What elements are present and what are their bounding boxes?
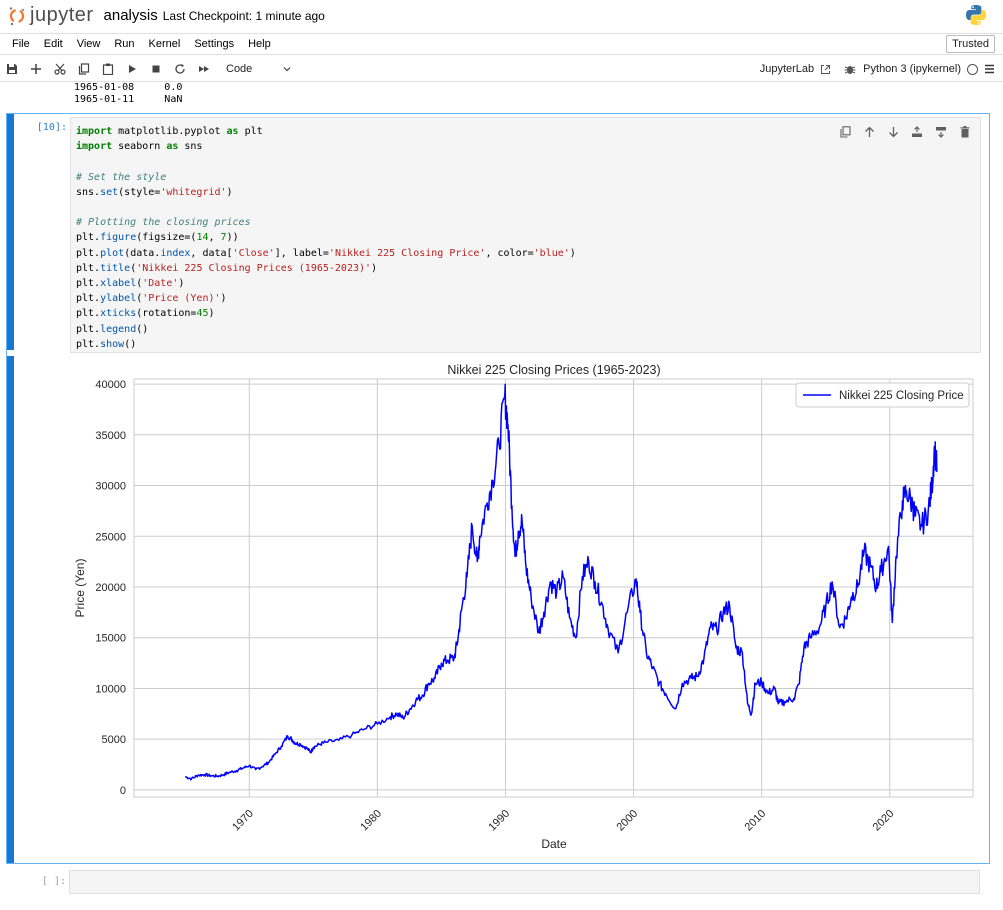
x-tick-label: 2010 bbox=[743, 808, 769, 834]
x-axis-ticks: 1970 1980 1990 2000 2010 2020 bbox=[230, 808, 896, 834]
y-axis-ticks: 0 5000 10000 15000 20000 25000 30000 35000 40000 bbox=[95, 379, 126, 797]
add-icon[interactable] bbox=[24, 58, 48, 80]
x-tick-label: 2020 bbox=[871, 808, 897, 834]
code-editor[interactable]: import matplotlib.pyplot as plt import se… bbox=[70, 117, 981, 353]
menu-hamburger-icon[interactable] bbox=[984, 64, 995, 74]
jupyterlab-link[interactable]: JupyterLab bbox=[759, 63, 815, 75]
x-tick-label: 1990 bbox=[486, 808, 512, 834]
menu-help[interactable]: Help bbox=[248, 38, 271, 50]
y-tick-label: 20000 bbox=[95, 582, 126, 594]
y-tick-label: 10000 bbox=[95, 683, 126, 695]
kernel-name[interactable]: Python 3 (ipykernel) bbox=[863, 63, 961, 75]
code-line: plt.xticks(rotation=45) bbox=[76, 308, 215, 320]
menu-view[interactable]: View bbox=[76, 38, 101, 50]
previous-output-line: 1965-01-08 0.0 bbox=[74, 82, 183, 93]
jupyter-logo-text: jupyter bbox=[30, 4, 94, 26]
code-cell-empty[interactable]: [ ]: bbox=[6, 866, 990, 896]
notebook-toolbar: Code JupyterLab Python 3 (ipykernel) bbox=[0, 56, 1003, 82]
notebook-panel: 1965-01-08 0.0 1965-01-11 NaN [10]: impor… bbox=[0, 82, 1003, 910]
code-line: sns.set(style='whitegrid') bbox=[76, 186, 233, 198]
chevron-down-icon bbox=[283, 66, 291, 71]
cell-output: Nikkei 225 Closing Prices (1965-2023) 0 5… bbox=[7, 356, 989, 863]
cell-toolbar bbox=[836, 124, 974, 140]
code-line: plt.plot(data.index, data['Close'], labe… bbox=[76, 247, 576, 259]
legend-label: Nikkei 225 Closing Price bbox=[839, 390, 964, 402]
menu-edit[interactable]: Edit bbox=[43, 38, 63, 50]
output-collapser[interactable] bbox=[7, 356, 14, 863]
x-tick-label: 2000 bbox=[614, 808, 640, 834]
series-line-nikkei-225 bbox=[184, 383, 938, 781]
debugger-bug-icon[interactable] bbox=[843, 63, 857, 75]
x-tick-label: 1970 bbox=[230, 808, 256, 834]
jupyter-logo-icon bbox=[9, 6, 25, 25]
y-tick-label: 0 bbox=[120, 785, 126, 797]
move-down-icon[interactable] bbox=[884, 124, 902, 140]
empty-code-editor[interactable] bbox=[69, 870, 980, 894]
fast-forward-icon[interactable] bbox=[192, 58, 216, 80]
cell-collapser[interactable] bbox=[7, 114, 14, 350]
code-line: plt.legend() bbox=[76, 323, 149, 335]
code-line: # Plotting the closing prices bbox=[76, 217, 251, 229]
code-line: plt.xlabel('Date') bbox=[76, 278, 185, 290]
code-line: plt.title('Nikkei 225 Closing Prices (19… bbox=[76, 262, 378, 274]
code-line: # Set the style bbox=[76, 171, 167, 183]
run-icon[interactable] bbox=[120, 58, 144, 80]
external-link-icon[interactable] bbox=[820, 64, 831, 75]
previous-output: 1965-01-08 0.0 1965-01-11 NaN bbox=[74, 82, 182, 106]
cell-type-value: Code bbox=[226, 62, 253, 75]
cell-prompt: [10]: bbox=[36, 122, 67, 133]
menu-run[interactable]: Run bbox=[114, 38, 135, 50]
copy-icon[interactable] bbox=[72, 58, 96, 80]
y-tick-label: 40000 bbox=[95, 379, 126, 391]
y-tick-label: 5000 bbox=[102, 734, 126, 746]
insert-above-icon[interactable] bbox=[908, 124, 926, 140]
nikkei-line-chart: Nikkei 225 Closing Prices (1965-2023) 0 5… bbox=[73, 363, 974, 851]
empty-cell-prompt: [ ]: bbox=[41, 876, 66, 887]
notebook-name[interactable]: analysis bbox=[103, 7, 158, 24]
save-icon[interactable] bbox=[0, 58, 24, 80]
code-line: import matplotlib.pyplot as plt bbox=[76, 126, 263, 137]
code-line: import seaborn as sns bbox=[76, 141, 203, 153]
trusted-badge[interactable]: Trusted bbox=[946, 35, 995, 53]
jupyter-logo[interactable]: jupyter bbox=[8, 0, 94, 31]
y-tick-label: 30000 bbox=[95, 481, 126, 493]
cut-icon[interactable] bbox=[48, 58, 72, 80]
code-content[interactable]: import matplotlib.pyplot as plt import se… bbox=[76, 124, 576, 352]
checkpoint-status: Last Checkpoint: 1 minute ago bbox=[162, 8, 325, 23]
code-line bbox=[76, 200, 576, 215]
menu-settings[interactable]: Settings bbox=[194, 38, 235, 50]
legend-box bbox=[795, 382, 970, 408]
y-tick-label: 35000 bbox=[95, 430, 126, 442]
kernel-status-icon bbox=[967, 63, 978, 75]
duplicate-cell-icon[interactable] bbox=[836, 124, 854, 140]
y-axis-label: Price (Yen) bbox=[73, 559, 87, 618]
y-tick-label: 15000 bbox=[95, 633, 126, 645]
menu-file[interactable]: File bbox=[12, 38, 30, 50]
toolbar-right: JupyterLab Python 3 (ipykernel) bbox=[760, 56, 995, 82]
stop-icon[interactable] bbox=[144, 58, 168, 80]
code-line bbox=[76, 154, 576, 169]
chart-legend: Nikkei 225 Closing Price bbox=[795, 382, 970, 408]
x-tick-label: 1980 bbox=[358, 808, 384, 834]
y-tick-label: 25000 bbox=[95, 531, 126, 543]
x-axis-label: Date bbox=[541, 837, 567, 851]
move-up-icon[interactable] bbox=[860, 124, 878, 140]
previous-output-line: 1965-01-11 NaN bbox=[74, 94, 183, 105]
paste-icon[interactable] bbox=[96, 58, 120, 80]
notebook-header: jupyter analysis Last Checkpoint: 1 minu… bbox=[0, 0, 1003, 31]
menu-kernel[interactable]: Kernel bbox=[148, 38, 181, 50]
chart-series bbox=[184, 383, 938, 781]
menu-bar: File Edit View Run Kernel Settings Help … bbox=[0, 33, 1003, 55]
cell-type-select[interactable]: Code bbox=[222, 63, 296, 75]
delete-cell-icon[interactable] bbox=[956, 124, 974, 140]
code-cell-active[interactable]: [10]: import matplotlib.pyplot as plt imp… bbox=[6, 113, 990, 864]
python-logo-icon bbox=[966, 5, 986, 25]
insert-below-icon[interactable] bbox=[932, 124, 950, 140]
chart-title: Nikkei 225 Closing Prices (1965-2023) bbox=[447, 363, 660, 377]
code-line: plt.show() bbox=[76, 338, 137, 350]
code-line: plt.figure(figsize=(14, 7)) bbox=[76, 232, 239, 244]
code-line: plt.ylabel('Price (Yen)') bbox=[76, 293, 227, 305]
restart-icon[interactable] bbox=[168, 58, 192, 80]
